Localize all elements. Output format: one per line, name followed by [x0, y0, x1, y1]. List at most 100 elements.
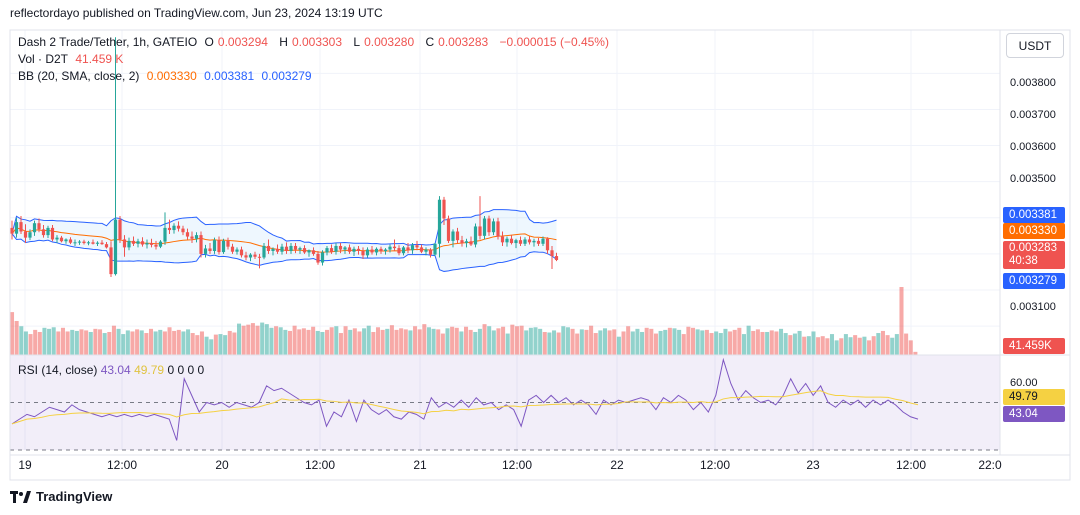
volume-bar [487, 326, 492, 355]
volume-bar [853, 335, 858, 355]
volume-bar [375, 327, 381, 355]
volume-bar [723, 328, 728, 355]
volume-bar [130, 331, 135, 355]
volume-bar [454, 327, 459, 355]
candle-body [451, 231, 455, 241]
volume-bar [482, 324, 487, 355]
candle-body [280, 246, 284, 252]
volume-bar [357, 331, 362, 355]
volume-bar [681, 334, 686, 355]
volume-bar [644, 327, 649, 355]
currency-button[interactable]: USDT [1006, 33, 1064, 58]
volume-bar [626, 326, 631, 355]
volume-bar [621, 331, 626, 355]
volume-bar [839, 338, 844, 355]
volume-bar [867, 340, 872, 355]
volume-bar [172, 330, 177, 355]
close-value: 0.003283 [438, 35, 489, 49]
volume-bar [741, 334, 746, 355]
candle-body [46, 227, 50, 236]
candle-body [509, 238, 514, 244]
candle-body [415, 245, 419, 248]
volume-bar [612, 329, 617, 355]
time-tick: 12:00 [501, 458, 533, 472]
volume-bar [834, 340, 839, 355]
candle-body [185, 232, 190, 237]
candle-body [91, 242, 95, 244]
candle-body [41, 229, 46, 236]
volume-bar [352, 328, 357, 355]
volume-bar [223, 335, 228, 355]
volume-bar [616, 336, 621, 355]
candle-body [113, 219, 118, 275]
candle-body [469, 241, 473, 245]
candle-body [455, 231, 460, 241]
candle-body [172, 225, 176, 231]
volume-bar [241, 325, 246, 355]
volume-bar [14, 321, 19, 355]
volume-bar [561, 326, 566, 355]
candle-body [68, 239, 73, 243]
candle-body [181, 228, 185, 233]
rsi-value: 43.04 [100, 363, 131, 377]
volume-bar [547, 332, 552, 355]
candle-body [532, 240, 536, 243]
volume-bar [422, 324, 427, 355]
bb-fill-area [12, 209, 557, 272]
volume-bar [204, 336, 209, 355]
price-tick: 0.003600 [1010, 141, 1056, 153]
volume-bar [691, 327, 696, 355]
volume-bar [440, 333, 445, 355]
candle-body [293, 245, 298, 250]
candle-body [550, 250, 554, 257]
volume-bar [806, 336, 811, 355]
candle-body [392, 246, 397, 249]
candle-body [410, 245, 415, 251]
volume-bar [190, 333, 195, 355]
volume-bar [635, 328, 640, 355]
volume-bar [792, 333, 797, 355]
volume-bar [107, 331, 112, 355]
volume-bar [570, 328, 575, 355]
volume-bar [514, 326, 519, 355]
time-tick: 12:00 [699, 458, 731, 472]
volume-bar [28, 334, 33, 355]
candle-body [167, 227, 172, 231]
volume-bar [880, 330, 885, 355]
volume-bar [338, 333, 343, 355]
price-tick: 0.003800 [1010, 77, 1056, 89]
candle-body [320, 252, 325, 263]
candle-body [527, 239, 532, 243]
volume-bar [232, 332, 237, 355]
candle-body [248, 254, 253, 258]
tradingview-logo[interactable]: TradingView [10, 489, 112, 504]
volume-bar [297, 329, 302, 355]
candle-body [496, 221, 500, 237]
candle-body [541, 238, 545, 244]
rsi-ma-line [11, 390, 919, 425]
volume-bar [33, 329, 38, 355]
volume-bar [885, 335, 890, 355]
volume-bar [862, 336, 867, 355]
volume-bar [630, 331, 635, 355]
rsi-extra-values: 0 0 0 0 [167, 363, 205, 377]
publish-caption: reflectordayo published on TradingView.c… [10, 6, 383, 20]
time-tick: 19 [18, 458, 32, 472]
bollinger-band-fill [12, 209, 557, 272]
volume-bar [584, 329, 589, 355]
volume-bar [74, 330, 79, 355]
candle-body [406, 247, 410, 251]
volume-bar [709, 333, 714, 355]
volume-bar [774, 331, 779, 355]
volume-bar [519, 325, 524, 355]
candle-body [275, 248, 280, 252]
candle-body [307, 250, 311, 253]
candle-body [370, 249, 374, 253]
candle-body [23, 231, 28, 238]
open-value: 0.003294 [217, 35, 268, 49]
candle-body [118, 219, 122, 240]
volume-bar [413, 326, 418, 355]
volume-bar [380, 329, 385, 355]
volume-bar [260, 322, 265, 355]
